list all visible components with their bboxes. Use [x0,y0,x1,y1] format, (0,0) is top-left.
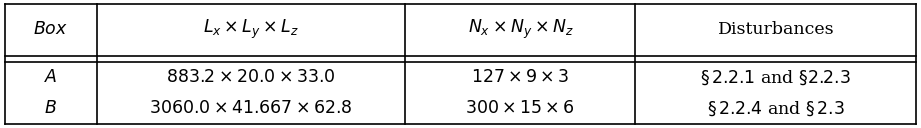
Text: $883.2 \times 20.0 \times 33.0$: $883.2 \times 20.0 \times 33.0$ [166,69,336,86]
Text: $\S\,2.2.1$ and $\S 2.2.3$: $\S\,2.2.1$ and $\S 2.2.3$ [701,68,851,87]
Text: $\mathit{A}$: $\mathit{A}$ [44,69,57,86]
Text: $\mathit{B}$: $\mathit{B}$ [44,100,57,117]
Text: $N_x \times N_y \times N_z$: $N_x \times N_y \times N_z$ [468,18,573,41]
Text: $3060.0 \times 41.667 \times 62.8$: $3060.0 \times 41.667 \times 62.8$ [149,100,353,117]
Text: $\mathit{Box}$: $\mathit{Box}$ [33,21,68,38]
Text: $L_x \times L_y \times L_z$: $L_x \times L_y \times L_z$ [204,18,298,41]
Text: Disturbances: Disturbances [717,21,834,38]
Text: $300 \times 15 \times 6$: $300 \times 15 \times 6$ [465,100,576,117]
Text: $127 \times 9 \times 3$: $127 \times 9 \times 3$ [472,69,569,86]
Text: $\S\,2.2.4$ and $\S\,2.3$: $\S\,2.2.4$ and $\S\,2.3$ [707,99,845,118]
